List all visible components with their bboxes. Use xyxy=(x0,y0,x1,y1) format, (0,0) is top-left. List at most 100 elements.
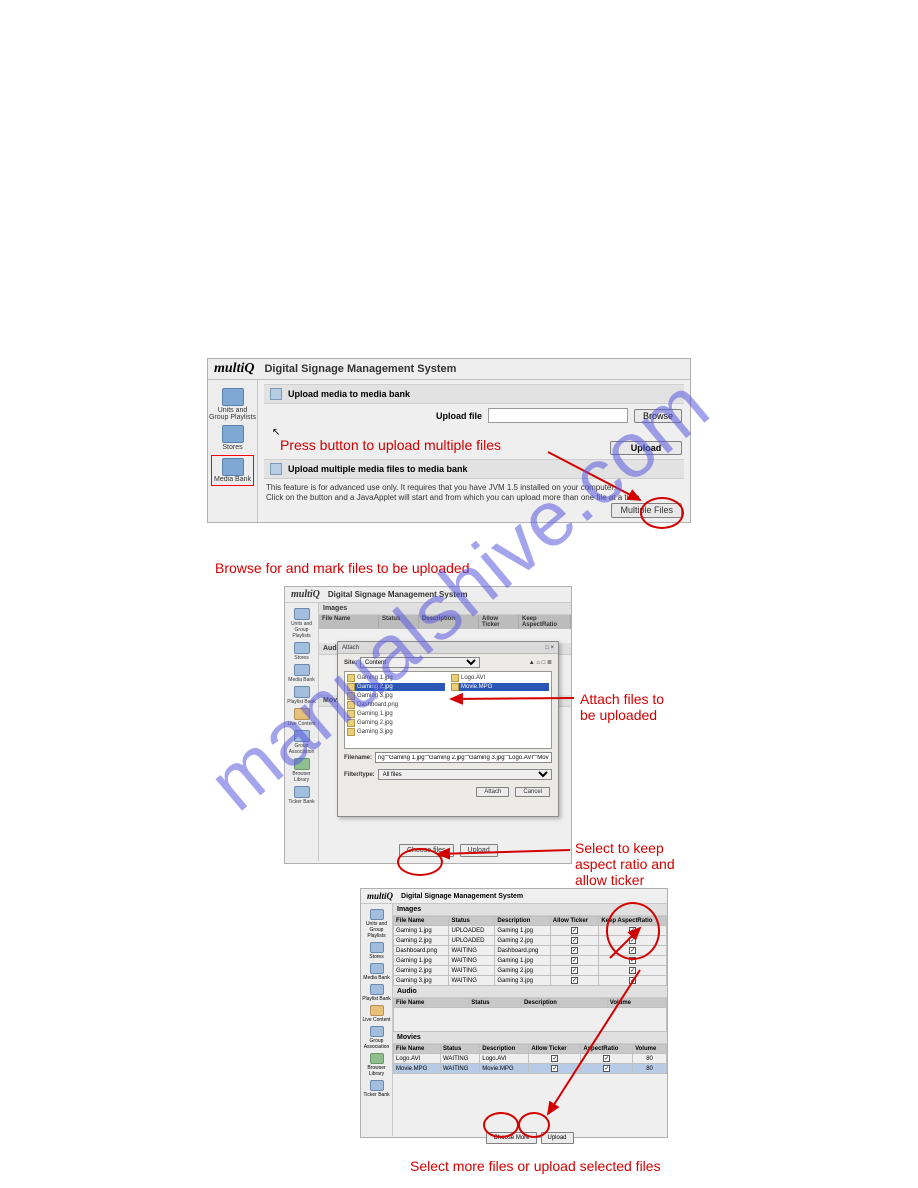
file-item[interactable] xyxy=(451,710,549,718)
upload-button[interactable]: Upload xyxy=(460,844,498,857)
sidebar-item[interactable]: Playlist Bank xyxy=(361,996,392,1002)
sidebar-item[interactable]: Ticker Bank xyxy=(285,799,318,805)
col-header: AspectRatio xyxy=(581,1045,633,1054)
file-item[interactable] xyxy=(451,701,549,709)
sidebar-icon[interactable] xyxy=(370,984,384,995)
sidebar-icon[interactable] xyxy=(222,388,244,406)
file-item[interactable]: Gaming 3.jpg xyxy=(347,692,445,700)
checkbox[interactable]: ✓ xyxy=(571,967,578,974)
dialog-window-controls[interactable]: □ × xyxy=(545,645,554,651)
checkbox[interactable]: ✓ xyxy=(603,1055,610,1062)
sidebar-item[interactable]: Live Content xyxy=(285,721,318,727)
checkbox[interactable]: ✓ xyxy=(629,967,636,974)
sidebar: Units and Group Playlists Stores Media B… xyxy=(208,380,258,522)
upload-file-input[interactable] xyxy=(488,408,628,423)
section-icon xyxy=(270,388,282,400)
sidebar-icon[interactable] xyxy=(370,963,384,974)
sidebar-item[interactable]: Units and Group Playlists xyxy=(285,621,318,639)
sidebar-item[interactable]: Units and Group Playlists xyxy=(208,407,257,421)
sidebar-item[interactable]: Playlist Bank xyxy=(285,699,318,705)
file-name: Gaming 2.jpg xyxy=(357,720,393,726)
checkbox[interactable]: ✓ xyxy=(603,1065,610,1072)
sidebar-item[interactable]: Stores xyxy=(285,655,318,661)
checkbox[interactable]: ✓ xyxy=(571,947,578,954)
file-item[interactable]: Dashboard.png xyxy=(347,701,445,709)
sidebar-icon[interactable] xyxy=(370,1053,384,1064)
sidebar-icon[interactable] xyxy=(370,1005,384,1016)
file-item[interactable]: Gaming 1.jpg xyxy=(347,674,445,682)
filename-row: Filename: xyxy=(338,749,558,766)
cancel-button[interactable]: Cancel xyxy=(515,787,550,797)
col-header: Keep AspectRatio xyxy=(519,615,571,629)
main-panel: Images File Name Status Description Allo… xyxy=(319,603,571,861)
sidebar-icon[interactable] xyxy=(294,708,310,720)
sidebar-item[interactable]: Ticker Bank xyxy=(361,1092,392,1098)
checkbox[interactable]: ✓ xyxy=(571,957,578,964)
sidebar-item[interactable]: Live Content xyxy=(361,1017,392,1023)
checkbox[interactable]: ✓ xyxy=(551,1065,558,1072)
sidebar-icon[interactable] xyxy=(294,686,310,698)
table-row[interactable]: Movie.MPGWAITINGMovie.MPG✓✓80 xyxy=(394,1064,667,1074)
sidebar-item[interactable]: Media Bank xyxy=(361,975,392,981)
checkbox[interactable]: ✓ xyxy=(629,977,636,984)
sidebar-icon[interactable] xyxy=(370,942,384,953)
sidebar-icon[interactable] xyxy=(294,642,310,654)
file-item[interactable]: Gaming 2.jpg xyxy=(347,683,445,691)
titlebar: multiQ Digital Signage Management System xyxy=(208,359,690,380)
file-name: Gaming 1.jpg xyxy=(357,675,393,681)
file-icon xyxy=(347,719,355,727)
sidebar-icon[interactable] xyxy=(294,758,310,770)
sidebar-icon[interactable] xyxy=(294,664,310,676)
site-select[interactable]: Content xyxy=(360,657,480,668)
file-item[interactable] xyxy=(451,692,549,700)
attach-button[interactable]: Attach xyxy=(476,787,509,797)
section-images: Images xyxy=(319,603,571,615)
table-row[interactable]: Logo.AVIWAITINGLogo.AVI✓✓80 xyxy=(394,1054,667,1064)
filter-row: Filter/type: All files xyxy=(338,766,558,783)
sidebar-icon[interactable] xyxy=(294,730,310,742)
browse-button[interactable]: Browse xyxy=(634,409,682,423)
sidebar-item[interactable]: Browser Library xyxy=(361,1065,392,1077)
checkbox[interactable]: ✓ xyxy=(571,937,578,944)
col-header: File Name xyxy=(394,999,469,1008)
checkbox[interactable]: ✓ xyxy=(571,977,578,984)
file-item[interactable]: Gaming 3.jpg xyxy=(347,728,445,736)
sidebar-item[interactable]: Browser Library xyxy=(285,771,318,783)
sidebar: Units and Group Playlists Stores Media B… xyxy=(361,904,393,1136)
sidebar-item[interactable]: Media Bank xyxy=(285,677,318,683)
filename-input[interactable] xyxy=(375,752,552,763)
sidebar-item[interactable]: Group Association xyxy=(285,743,318,755)
sidebar-icon[interactable] xyxy=(294,608,310,620)
sidebar-icon[interactable] xyxy=(294,786,310,798)
table-row[interactable]: Gaming 3.jpgWAITINGGaming 3.jpg✓✓ xyxy=(394,976,667,986)
file-item[interactable]: Gaming 1.jpg xyxy=(347,710,445,718)
filter-select[interactable]: All files xyxy=(378,769,552,780)
file-icon xyxy=(451,683,459,691)
upload-button[interactable]: Upload xyxy=(610,441,682,455)
file-list[interactable]: Gaming 1.jpg Logo.AVI Gaming 2.jpg Movie.MP… xyxy=(344,671,552,749)
dialog-title: Attach xyxy=(342,645,359,651)
col-header: Description xyxy=(419,615,479,629)
checkbox[interactable]: ✓ xyxy=(571,927,578,934)
upload-row: Upload file Browse xyxy=(264,404,684,427)
sidebar-icon[interactable] xyxy=(370,1080,384,1091)
dialog-titlebar: Attach □ × xyxy=(338,642,558,654)
sidebar-icon[interactable] xyxy=(222,425,244,443)
sidebar-icon[interactable] xyxy=(370,909,384,920)
titlebar: multiQ Digital Signage Management System xyxy=(361,889,667,904)
file-item[interactable]: Gaming 2.jpg xyxy=(347,719,445,727)
file-item[interactable] xyxy=(451,719,549,727)
annotation-circle xyxy=(640,497,684,529)
sidebar-item[interactable]: Group Association xyxy=(361,1038,392,1050)
table-row[interactable]: Gaming 2.jpgWAITINGGaming 2.jpg✓✓ xyxy=(394,966,667,976)
sidebar-icon[interactable] xyxy=(370,1026,384,1037)
file-item[interactable]: Movie.MPG xyxy=(451,683,549,691)
sidebar-item[interactable]: Stores xyxy=(361,954,392,960)
checkbox[interactable]: ✓ xyxy=(551,1055,558,1062)
sidebar-item[interactable]: Stores xyxy=(222,444,242,451)
col-header: Volume xyxy=(607,999,666,1008)
file-item[interactable]: Logo.AVI xyxy=(451,674,549,682)
sidebar-item[interactable]: Units and Group Playlists xyxy=(361,921,392,939)
file-item[interactable] xyxy=(451,728,549,736)
sidebar-item-selected[interactable]: Media Bank xyxy=(211,455,254,486)
